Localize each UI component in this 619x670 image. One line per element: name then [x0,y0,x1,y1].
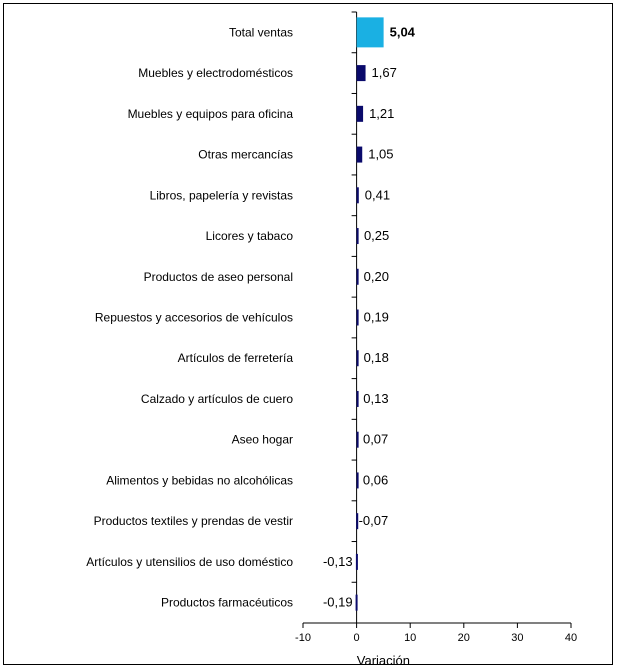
bar [356,472,359,489]
category-label: Productos textiles y prendas de vestir [94,514,293,528]
value-label: -0,13 [323,554,353,569]
bar [356,228,359,245]
value-label: 0,20 [364,269,389,284]
category-label: Libros, papelería y revistas [150,188,293,202]
value-label: 0,06 [363,472,388,487]
x-tick-label: -10 [295,632,311,644]
bar [356,350,359,367]
value-label: 0,18 [364,350,389,365]
x-tick-label: 20 [458,632,470,644]
value-label: 1,05 [368,147,393,162]
category-label: Artículos y utensilios de uso doméstico [86,555,293,569]
bar [356,187,359,204]
value-label: 0,25 [364,228,389,243]
x-tick-label: 40 [565,632,577,644]
bar [355,594,358,611]
chart-frame [3,3,613,665]
category-label: Calzado y artículos de cuero [141,392,293,406]
bar [356,105,364,122]
bar [355,553,358,570]
value-label: 1,21 [369,106,394,121]
x-tick-label: 10 [404,632,416,644]
bar [356,146,363,163]
x-tick-label: 0 [354,632,360,644]
category-label: Muebles y electrodomésticos [138,66,293,80]
category-label: Muebles y equipos para oficina [128,107,294,121]
bar [356,268,359,285]
bar-highlight [356,17,384,48]
category-label: Productos de aseo personal [144,270,293,284]
value-label: -0,07 [359,513,389,528]
bar [356,390,359,407]
value-label: 5,04 [390,24,416,39]
category-label: Aseo hogar [232,433,293,447]
category-label: Alimentos y bebidas no alcohólicas [106,473,293,487]
x-axis-title: Variación [357,653,410,668]
value-label: 0,41 [365,187,390,202]
value-label: 0,13 [363,391,388,406]
x-tick-label: 30 [511,632,523,644]
bar [356,431,359,448]
value-label: 0,19 [364,310,389,325]
category-label: Total ventas [229,25,293,39]
value-label: -0,19 [323,595,353,610]
category-label: Artículos de ferretería [178,351,294,365]
category-label: Repuestos y accesorios de vehículos [95,311,293,325]
bar [356,309,359,326]
category-label: Otras mercancías [198,148,293,162]
category-label: Productos farmacéuticos [161,596,293,610]
bar [356,513,359,530]
value-label: 1,67 [372,65,397,80]
bar [356,65,366,82]
category-label: Licores y tabaco [206,229,294,243]
value-label: 0,07 [363,432,388,447]
